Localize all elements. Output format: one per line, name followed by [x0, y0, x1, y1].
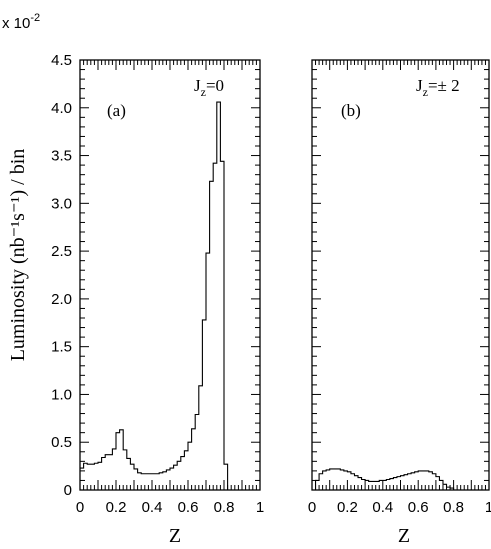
- x-tick-label: 1: [485, 499, 491, 516]
- y-tick-label: 0.5: [51, 434, 72, 451]
- panel-a-tag: (a): [107, 101, 126, 120]
- y-axis-title: Luminosity (nb⁻¹s⁻¹) / bin: [7, 149, 29, 362]
- panel-b-frame: [311, 59, 490, 491]
- y-axis: 0 0.5 1.0 1.5 2.0 2.5 3.0 3.5 4.0 4.5: [51, 52, 72, 499]
- scale-label: x 10-2: [2, 12, 40, 32]
- x-tick-label: 0.2: [337, 499, 358, 516]
- panel-b-tag: (b): [341, 101, 361, 120]
- x-tick-label: 0.2: [106, 499, 127, 516]
- x-tick-label: 0.8: [443, 499, 464, 516]
- panel-a-frame: [79, 59, 261, 491]
- x-tick-label: 1: [256, 499, 264, 516]
- panel-b-plot: 0 0.2 0.4 0.6 0.8 1: [308, 59, 491, 516]
- y-tick-label: 1.0: [51, 386, 72, 403]
- panel-a-x-axis-title: Z: [169, 525, 181, 547]
- x-tick-label: 0.8: [214, 499, 235, 516]
- y-tick-label: 2.5: [51, 243, 72, 260]
- y-tick-label: 4.0: [51, 100, 72, 117]
- y-tick-label: 3.0: [51, 195, 72, 212]
- panel-b-annotation: Jz=± 2: [416, 76, 460, 99]
- y-tick-label: 4.5: [51, 52, 72, 69]
- x-tick-label: 0.4: [142, 499, 163, 516]
- panel-b-x-axis-title: Z: [398, 525, 410, 547]
- x-tick-label: 0.4: [372, 499, 393, 516]
- y-tick-label: 0: [64, 482, 72, 499]
- histogram-series-a: [80, 101, 260, 491]
- y-tick-label: 3.5: [51, 148, 72, 165]
- y-tick-label: 1.5: [51, 339, 72, 356]
- scale-exponent: -2: [30, 12, 40, 24]
- x-tick-label: 0.6: [408, 499, 429, 516]
- x-tick-label: 0: [308, 499, 316, 516]
- y-tick-label: 2.0: [51, 291, 72, 308]
- histogram-series-b: [312, 468, 489, 491]
- x-tick-label: 0: [76, 499, 84, 516]
- panel-a-annotation: Jz=0: [194, 76, 224, 99]
- x-tick-label: 0.6: [178, 499, 199, 516]
- panel-a-plot: 0 0.2 0.4 0.6 0.8 1: [76, 59, 264, 516]
